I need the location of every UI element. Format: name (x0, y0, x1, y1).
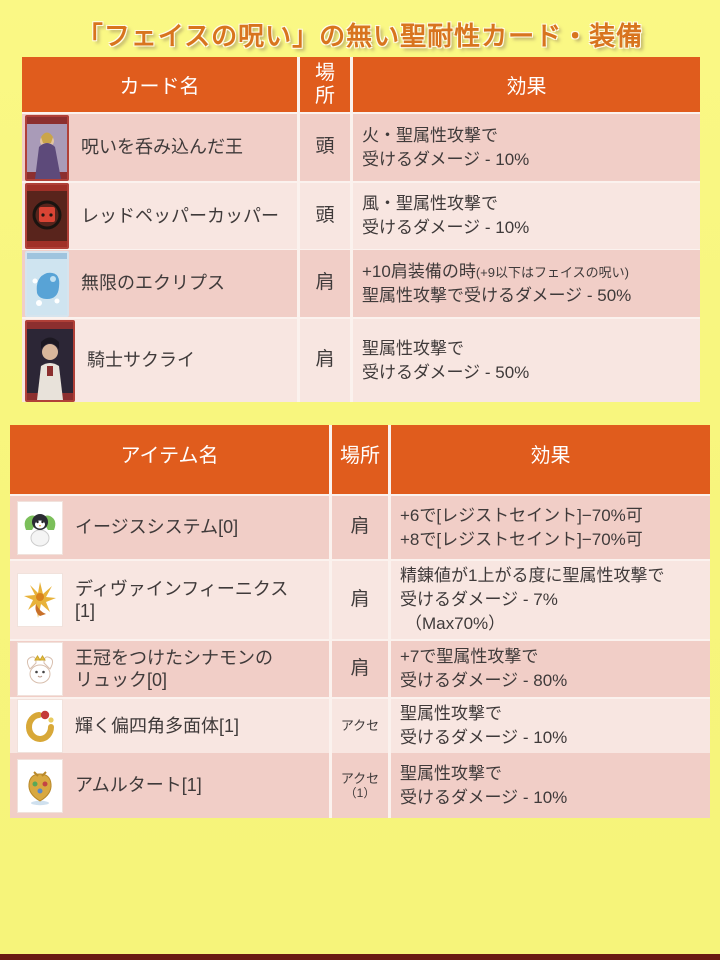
effect-cell: 精錬値が1上がる度に聖属性攻撃で 受けるダメージ - 7% （Max70%） (391, 561, 710, 639)
item-table: アイテム名 場所 効果 イージスシステム[0] 肩 +6で[レジストセイント]−… (10, 425, 710, 818)
table-row: 輝く偏四角多面体[1] アクセ 聖属性攻撃で 受けるダメージ - 10% (10, 699, 710, 753)
location-cell: 肩 (300, 319, 350, 402)
card-name-cell: レッドペッパーカッパー (22, 183, 297, 249)
knight-sakurai-card-icon (25, 319, 75, 402)
card-table: カード名 場所 効果 呪いを呑み込んだ王 頭 火・聖属性攻撃で 受けるダメージ … (22, 57, 700, 402)
item-name: イージスシステム[0] (75, 517, 239, 538)
card-name-cell: 呪いを呑み込んだ王 (22, 114, 297, 181)
amurtart-amulet-icon (17, 758, 63, 813)
table-row: アムルタート[1] アクセ （1） 聖属性攻撃で 受けるダメージ - 10% (10, 753, 710, 818)
effect-cell: +10肩装備の時(+9以下はフェイスの呪い) 聖属性攻撃で受けるダメージ - 5… (353, 250, 700, 317)
header-effect: 効果 (391, 425, 710, 494)
table-row: 呪いを呑み込んだ王 頭 火・聖属性攻撃で 受けるダメージ - 10% (22, 114, 700, 181)
location-cell: アクセ (332, 699, 388, 753)
table-row: イージスシステム[0] 肩 +6で[レジストセイント]−70%可 +8で[レジス… (10, 496, 710, 559)
item-name: 王冠をつけたシナモンの リュック[0] (75, 647, 273, 691)
header-effect: 効果 (353, 57, 700, 112)
item-name: アムルタート[1] (75, 775, 202, 796)
table-row: 騎士サクライ 肩 聖属性攻撃で 受けるダメージ - 50% (22, 319, 700, 402)
item-name-cell: イージスシステム[0] (10, 496, 329, 559)
card-name-cell: 無限のエクリプス (22, 250, 297, 317)
location-cell: 頭 (300, 114, 350, 181)
effect-cell: +7で聖属性攻撃で 受けるダメージ - 80% (391, 641, 710, 697)
header-card-name: カード名 (22, 57, 297, 112)
table-row: 無限のエクリプス 肩 +10肩装備の時(+9以下はフェイスの呪い) 聖属性攻撃で… (22, 250, 700, 317)
card-name: 騎士サクライ (87, 350, 195, 371)
infinite-eclipse-card-icon (25, 250, 69, 317)
item-name: ディヴァインフィーニクス [1] (75, 578, 289, 622)
divine-phoenix-icon (17, 573, 63, 627)
red-pepper-kappa-card-icon (25, 183, 69, 249)
header-location: 場所 (300, 57, 350, 112)
effect-cell: 火・聖属性攻撃で 受けるダメージ - 10% (353, 114, 700, 181)
item-name-cell: 王冠をつけたシナモンの リュック[0] (10, 641, 329, 697)
slide-bottom-border (0, 954, 720, 960)
shining-polyhedron-ring-icon (17, 699, 63, 753)
effect-cell: 聖属性攻撃で 受けるダメージ - 50% (353, 319, 700, 402)
effect-cell: +6で[レジストセイント]−70%可 +8で[レジストセイント]−70%可 (391, 496, 710, 559)
header-location: 場所 (332, 425, 388, 494)
item-name-cell: アムルタート[1] (10, 753, 329, 818)
card-name: 無限のエクリプス (81, 273, 225, 294)
effect-cell: 聖属性攻撃で 受けるダメージ - 10% (391, 699, 710, 753)
table-row: ディヴァインフィーニクス [1] 肩 精錬値が1上がる度に聖属性攻撃で 受けるダメ… (10, 561, 710, 639)
card-name: レッドペッパーカッパー (81, 205, 279, 226)
card-table-header-row: カード名 場所 効果 (22, 57, 700, 112)
card-name: 呪いを呑み込んだ王 (81, 137, 243, 158)
location-cell: 肩 (332, 641, 388, 697)
crowned-cinnamon-backpack-icon (17, 642, 63, 696)
item-name: 輝く偏四角多面体[1] (75, 715, 240, 736)
location-cell: 頭 (300, 183, 350, 249)
table-row: レッドペッパーカッパー 頭 風・聖属性攻撃で 受けるダメージ - 10% (22, 183, 700, 249)
page-title: 「フェイスの呪い」の無い聖耐性カード・装備 (76, 21, 644, 51)
item-name-cell: 輝く偏四角多面体[1] (10, 699, 329, 753)
table-row: 王冠をつけたシナモンの リュック[0] 肩 +7で聖属性攻撃で 受けるダメージ -… (10, 641, 710, 697)
cursed-king-card-icon (25, 114, 69, 181)
location-cell: 肩 (332, 496, 388, 559)
effect-cell: 風・聖属性攻撃で 受けるダメージ - 10% (353, 183, 700, 249)
effect-cell: 聖属性攻撃で 受けるダメージ - 10% (391, 753, 710, 818)
item-table-header-row: アイテム名 場所 効果 (10, 425, 710, 494)
item-name-cell: ディヴァインフィーニクス [1] (10, 561, 329, 639)
location-cell: アクセ （1） (332, 753, 388, 818)
card-name-cell: 騎士サクライ (22, 319, 297, 402)
aegis-system-icon (17, 500, 63, 555)
location-cell: 肩 (332, 561, 388, 639)
location-cell: 肩 (300, 250, 350, 317)
header-item-name: アイテム名 (10, 425, 329, 494)
